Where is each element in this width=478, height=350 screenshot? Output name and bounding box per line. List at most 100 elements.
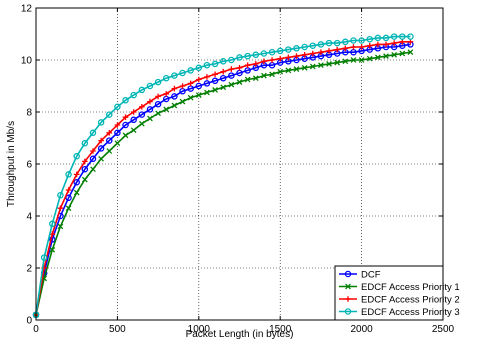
series-layer bbox=[32, 33, 414, 319]
y-tick-label: 8 bbox=[26, 108, 32, 119]
data-point bbox=[350, 57, 357, 63]
data-point bbox=[358, 44, 365, 50]
data-point bbox=[81, 176, 88, 183]
data-point bbox=[106, 111, 113, 118]
data-point bbox=[301, 52, 308, 58]
data-point bbox=[187, 80, 194, 87]
data-point bbox=[277, 55, 283, 62]
data-point bbox=[309, 63, 316, 70]
legend-entry: EDCF Access Priority 1 bbox=[339, 282, 460, 293]
data-point bbox=[122, 97, 129, 104]
data-point bbox=[195, 64, 203, 72]
y-tick-label: 4 bbox=[26, 212, 32, 223]
data-point bbox=[399, 33, 406, 40]
data-point bbox=[268, 48, 276, 56]
legend-label: DCF bbox=[361, 270, 381, 281]
data-point bbox=[57, 205, 64, 211]
data-point bbox=[40, 254, 48, 261]
y-axis-label: Throughput in Mb/s bbox=[6, 121, 17, 207]
data-point bbox=[146, 106, 154, 113]
y-tick-label: 12 bbox=[21, 4, 33, 15]
legend-label: EDCF Access Priority 3 bbox=[361, 307, 460, 318]
data-point bbox=[106, 130, 113, 136]
data-point bbox=[277, 68, 284, 75]
data-point bbox=[219, 74, 227, 82]
y-tick-label: 10 bbox=[21, 56, 33, 67]
x-tick-label: 1500 bbox=[269, 324, 292, 335]
data-point bbox=[106, 148, 113, 154]
data-point bbox=[382, 34, 390, 42]
data-point bbox=[325, 39, 333, 47]
data-point bbox=[163, 106, 170, 113]
data-point bbox=[130, 91, 137, 99]
data-point bbox=[276, 47, 284, 55]
data-point bbox=[261, 58, 267, 65]
data-point bbox=[65, 194, 72, 202]
data-point bbox=[155, 93, 161, 100]
data-point bbox=[162, 74, 170, 82]
series-3 bbox=[33, 39, 414, 318]
data-point bbox=[301, 64, 308, 71]
legend-label: EDCF Access Priority 1 bbox=[361, 282, 460, 293]
data-point bbox=[383, 41, 389, 48]
data-point bbox=[195, 82, 203, 90]
legend-marker bbox=[345, 296, 351, 302]
data-point bbox=[317, 41, 325, 48]
x-tick-label: 500 bbox=[109, 324, 126, 335]
data-point bbox=[57, 223, 64, 230]
data-point bbox=[179, 69, 186, 77]
data-point bbox=[179, 83, 186, 89]
series-4 bbox=[32, 33, 414, 319]
data-point bbox=[106, 137, 113, 144]
data-point bbox=[204, 74, 210, 80]
data-point bbox=[122, 121, 129, 129]
x-tick-label: 0 bbox=[33, 324, 39, 335]
data-point bbox=[375, 54, 381, 61]
data-point bbox=[391, 40, 397, 46]
data-point bbox=[171, 93, 178, 100]
data-point bbox=[220, 68, 227, 75]
data-point bbox=[211, 77, 219, 85]
data-point bbox=[196, 76, 202, 83]
data-point bbox=[49, 246, 56, 253]
data-point bbox=[261, 72, 267, 79]
data-point bbox=[407, 33, 414, 40]
x-tick-label: 1000 bbox=[188, 324, 211, 335]
data-point bbox=[244, 52, 251, 60]
y-tick-label: 6 bbox=[26, 160, 32, 171]
data-point bbox=[293, 45, 300, 52]
x-axis-label: Packet Length (in bytes) bbox=[186, 329, 294, 340]
data-point bbox=[65, 187, 72, 193]
data-point bbox=[350, 44, 357, 50]
data-point bbox=[114, 122, 121, 128]
legend-marker bbox=[345, 283, 351, 290]
data-point bbox=[309, 42, 317, 49]
data-point bbox=[399, 39, 406, 45]
data-point bbox=[236, 65, 243, 71]
data-point bbox=[228, 66, 235, 72]
data-point bbox=[57, 191, 64, 199]
data-point bbox=[228, 56, 235, 64]
data-point bbox=[154, 78, 162, 86]
data-point bbox=[228, 81, 235, 88]
data-point bbox=[147, 115, 153, 122]
data-point bbox=[122, 132, 129, 139]
data-point bbox=[171, 72, 178, 79]
data-point bbox=[179, 98, 186, 105]
data-point bbox=[122, 114, 129, 120]
data-point bbox=[236, 79, 243, 85]
data-point bbox=[138, 86, 146, 94]
y-tick-label: 2 bbox=[26, 264, 32, 275]
data-point bbox=[366, 35, 373, 43]
data-point bbox=[358, 57, 365, 63]
data-point bbox=[260, 50, 268, 57]
data-point bbox=[301, 43, 308, 51]
data-point bbox=[326, 61, 332, 67]
data-point bbox=[366, 42, 373, 49]
series-2 bbox=[33, 49, 414, 318]
data-point bbox=[391, 51, 398, 58]
data-point bbox=[309, 50, 316, 57]
data-point bbox=[114, 140, 121, 147]
